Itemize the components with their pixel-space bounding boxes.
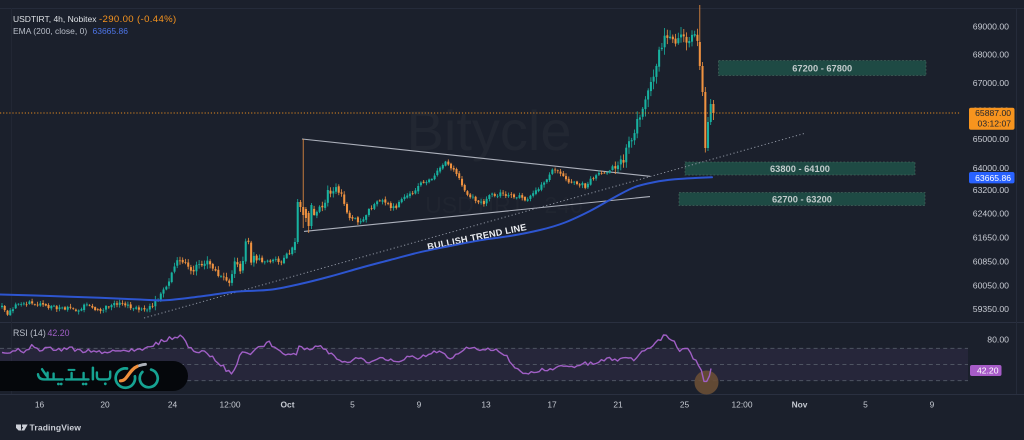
svg-text:67200 - 67800: 67200 - 67800 (792, 63, 852, 73)
svg-text:68000.00: 68000.00 (973, 50, 1009, 60)
svg-text:USDTIRT · 240: USDTIRT · 240 (425, 192, 583, 218)
svg-text:17: 17 (547, 400, 557, 410)
svg-text:20: 20 (100, 400, 110, 410)
svg-text:25: 25 (680, 400, 690, 410)
svg-text:-290.00 (-0.44%): -290.00 (-0.44%) (99, 14, 177, 25)
svg-text:60050.00: 60050.00 (973, 280, 1009, 290)
svg-text:63200.00: 63200.00 (973, 185, 1009, 195)
svg-text:RSI (14): RSI (14) (13, 328, 46, 338)
svg-text:13: 13 (481, 400, 491, 410)
svg-text:21: 21 (613, 400, 623, 410)
svg-text:42.20: 42.20 (48, 328, 70, 338)
svg-text:Oct: Oct (281, 400, 295, 410)
svg-text:TradingView: TradingView (30, 422, 82, 432)
svg-text:64000.00: 64000.00 (973, 163, 1009, 173)
svg-text:61650.00: 61650.00 (973, 233, 1009, 243)
svg-text:65887.00: 65887.00 (975, 108, 1011, 118)
svg-text:62400.00: 62400.00 (973, 209, 1009, 219)
svg-text:9: 9 (417, 400, 422, 410)
svg-text:Nov: Nov (792, 400, 808, 410)
svg-text:42.20: 42.20 (977, 366, 999, 376)
svg-text:EMA (200, close, 0): EMA (200, close, 0) (13, 26, 87, 36)
svg-text:67000.00: 67000.00 (973, 78, 1009, 88)
svg-text:12:00: 12:00 (732, 400, 753, 410)
svg-text:9: 9 (930, 400, 935, 410)
svg-text:62700 - 63200: 62700 - 63200 (772, 194, 832, 204)
svg-text:24: 24 (168, 400, 178, 410)
svg-text:65000.00: 65000.00 (973, 134, 1009, 144)
svg-text:USDTIRT, 4h, Nobitex: USDTIRT, 4h, Nobitex (13, 14, 97, 24)
svg-text:5: 5 (350, 400, 355, 410)
svg-text:03:12:07: 03:12:07 (978, 119, 1012, 129)
svg-text:63800 - 64100: 63800 - 64100 (770, 164, 830, 174)
svg-text:60850.00: 60850.00 (973, 257, 1009, 267)
svg-text:80.00: 80.00 (987, 335, 1009, 345)
svg-text:69000.00: 69000.00 (973, 22, 1009, 32)
svg-text:12:00: 12:00 (220, 400, 241, 410)
svg-text:5: 5 (863, 400, 868, 410)
svg-text:63665.86: 63665.86 (93, 26, 129, 36)
svg-text:16: 16 (35, 400, 45, 410)
svg-text:63665.86: 63665.86 (975, 173, 1011, 183)
svg-text:59350.00: 59350.00 (973, 304, 1009, 314)
